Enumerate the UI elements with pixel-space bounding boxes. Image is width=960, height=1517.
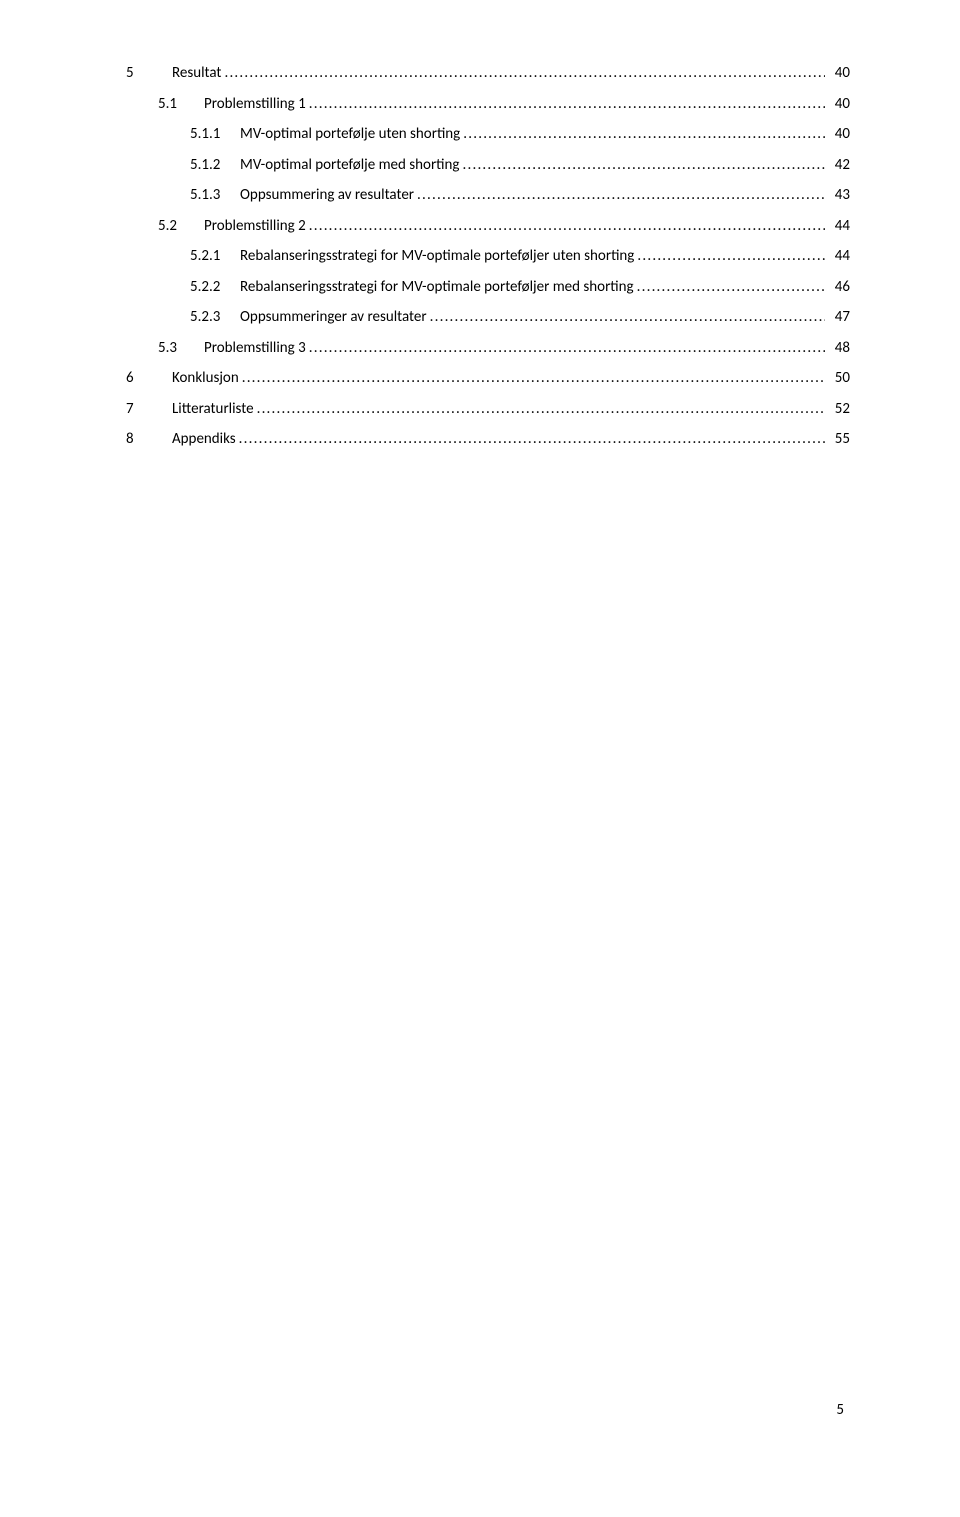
table-of-contents: 5 Resultat 40 5.1 Problemstilling 1 40 5…: [126, 66, 850, 447]
toc-leader: [637, 249, 825, 264]
toc-entry: 5.2.1 Rebalanseringsstrategi for MV-opti…: [126, 249, 850, 264]
toc-entry-number: 5.3: [158, 341, 204, 356]
toc-entry-number: 5.1.1: [190, 127, 240, 142]
toc-entry-title: Problemstilling 2: [204, 219, 306, 234]
toc-entry-page: 47: [828, 310, 850, 325]
toc-entry-page: 40: [828, 127, 850, 142]
toc-entry-number: 5.2.2: [190, 280, 240, 295]
toc-entry-title: Litteraturliste: [172, 402, 254, 417]
toc-entry-title: Problemstilling 3: [204, 341, 306, 356]
toc-entry: 5.2.3 Oppsummeringer av resultater 47: [126, 310, 850, 325]
toc-leader: [462, 158, 825, 173]
toc-entry-page: 52: [828, 402, 850, 417]
toc-leader: [430, 310, 825, 325]
toc-leader: [242, 371, 825, 386]
toc-entry: 5.2 Problemstilling 2 44: [126, 219, 850, 234]
toc-leader: [309, 341, 825, 356]
toc-entry-title: Oppsummeringer av resultater: [240, 310, 427, 325]
toc-entry: 7 Litteraturliste 52: [126, 402, 850, 417]
toc-entry-page: 40: [828, 66, 850, 81]
toc-entry-number: 5.1: [158, 97, 204, 112]
toc-entry-title: Appendiks: [172, 432, 236, 447]
toc-entry-number: 5.2.3: [190, 310, 240, 325]
toc-leader: [309, 97, 825, 112]
toc-entry: 5.3 Problemstilling 3 48: [126, 341, 850, 356]
toc-entry-number: 5: [126, 66, 172, 81]
toc-leader: [257, 402, 825, 417]
toc-leader: [224, 66, 825, 81]
toc-entry-number: 5.1.2: [190, 158, 240, 173]
toc-entry-number: 5.2: [158, 219, 204, 234]
toc-entry-page: 40: [828, 97, 850, 112]
toc-entry-page: 55: [828, 432, 850, 447]
toc-entry-page: 44: [828, 219, 850, 234]
toc-leader: [239, 432, 825, 447]
toc-leader: [309, 219, 825, 234]
toc-entry-title: Problemstilling 1: [204, 97, 306, 112]
toc-entry: 5.1 Problemstilling 1 40: [126, 97, 850, 112]
toc-entry-page: 42: [828, 158, 850, 173]
page-number: 5: [836, 1401, 844, 1419]
toc-entry-number: 6: [126, 371, 172, 386]
toc-entry: 8 Appendiks 55: [126, 432, 850, 447]
toc-entry-title: MV-optimal portefølje uten shorting: [240, 127, 460, 142]
toc-entry-number: 7: [126, 402, 172, 417]
toc-entry-number: 5.2.1: [190, 249, 240, 264]
toc-leader: [637, 280, 825, 295]
toc-entry: 6 Konklusjon 50: [126, 371, 850, 386]
toc-entry-title: Konklusjon: [172, 371, 239, 386]
toc-entry: 5.2.2 Rebalanseringsstrategi for MV-opti…: [126, 280, 850, 295]
toc-entry-title: Rebalanseringsstrategi for MV-optimale p…: [240, 249, 634, 264]
toc-leader: [417, 188, 825, 203]
toc-entry-number: 5.1.3: [190, 188, 240, 203]
toc-entry-page: 50: [828, 371, 850, 386]
toc-entry-page: 44: [828, 249, 850, 264]
toc-entry-page: 48: [828, 341, 850, 356]
toc-entry: 5 Resultat 40: [126, 66, 850, 81]
toc-entry-page: 43: [828, 188, 850, 203]
toc-entry-title: Rebalanseringsstrategi for MV-optimale p…: [240, 280, 634, 295]
toc-entry-title: Resultat: [172, 66, 221, 81]
toc-entry: 5.1.3 Oppsummering av resultater 43: [126, 188, 850, 203]
toc-entry-title: Oppsummering av resultater: [240, 188, 414, 203]
toc-entry-title: MV-optimal portefølje med shorting: [240, 158, 459, 173]
toc-entry-number: 8: [126, 432, 172, 447]
toc-entry: 5.1.2 MV-optimal portefølje med shorting…: [126, 158, 850, 173]
toc-entry-page: 46: [828, 280, 850, 295]
toc-entry: 5.1.1 MV-optimal portefølje uten shortin…: [126, 127, 850, 142]
toc-leader: [463, 127, 825, 142]
